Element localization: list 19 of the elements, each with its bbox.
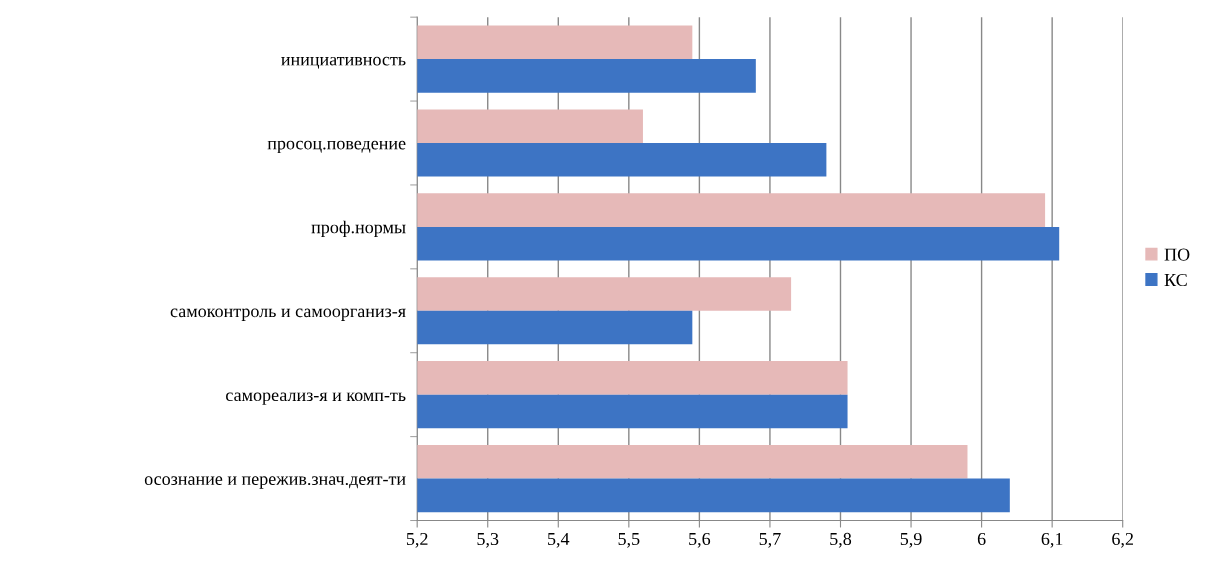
y-tick-label: просоц.поведение [267,140,406,154]
x-tick-label: 5,5 [618,533,640,548]
y-tick-label: самоконтроль и самоорганиз-я [170,308,406,321]
x-tick-label: 5,4 [548,532,570,548]
x-tick-label: 5,7 [759,533,781,548]
y-tick-label: проф.нормы [311,220,406,237]
y-tick-label: инициативность [281,56,406,69]
legend-label: КС [1164,273,1187,287]
legend-label: ПО [1164,248,1190,261]
x-tick-label: 6,1 [1041,532,1063,548]
x-tick-label: 5,6 [689,532,711,548]
y-tick-label: самореализ-я и комп-ть [226,392,406,405]
x-tick-label: 6 [977,532,986,546]
y-tick-label: осознание и пережив.знач.деят-ти [144,476,406,489]
x-tick-label: 5,9 [900,532,922,548]
x-tick-label: 5,3 [477,532,499,548]
x-tick-label: 5,2 [406,532,428,548]
x-tick-label: 6,2 [1112,532,1133,548]
x-tick-label: 5,8 [830,532,852,548]
